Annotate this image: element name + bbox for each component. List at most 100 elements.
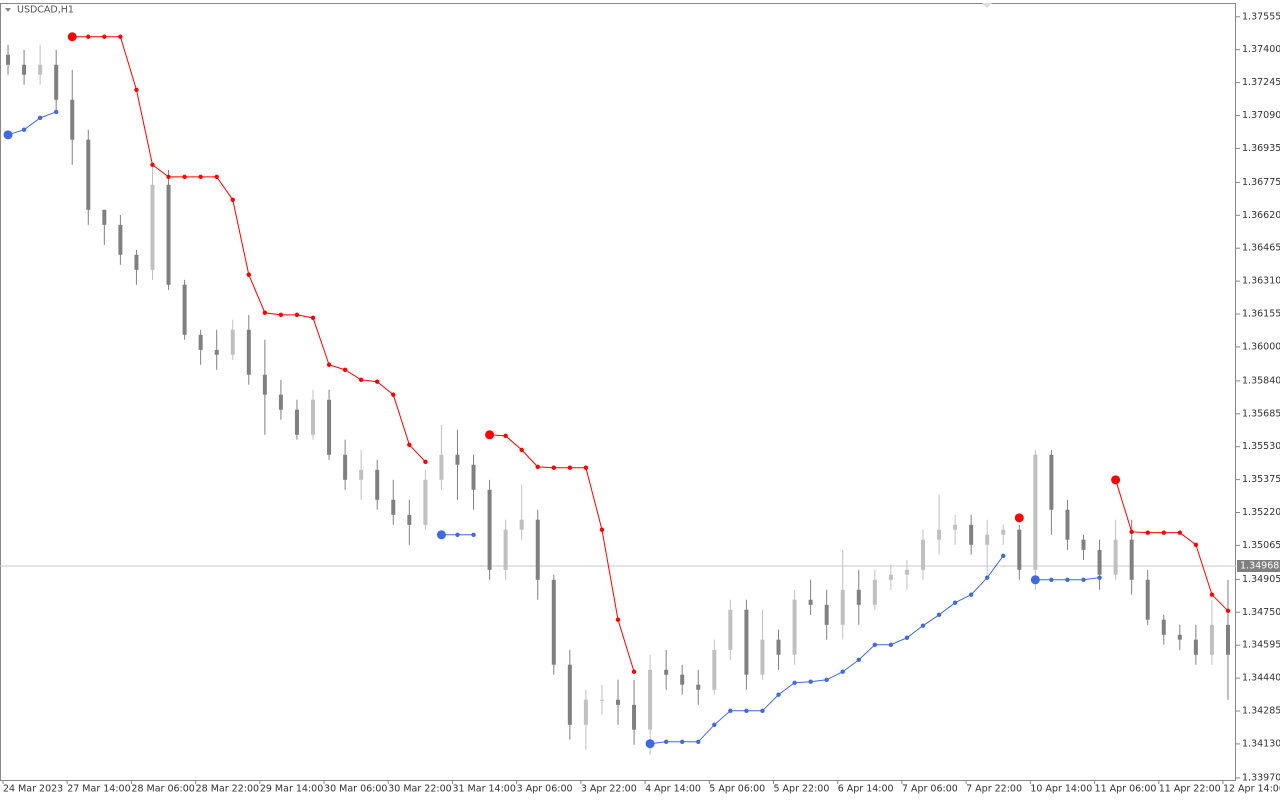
indicator-start-dot — [436, 530, 446, 540]
candle-body — [359, 469, 364, 480]
indicator-dot — [471, 532, 476, 537]
y-tick-label: 1.34750 — [1242, 607, 1280, 618]
candle-body — [519, 519, 524, 530]
candle-body — [278, 394, 283, 410]
indicator-dot — [760, 708, 765, 713]
candle-body — [583, 699, 588, 725]
indicator-dot — [1145, 530, 1150, 535]
indicator-dot — [150, 162, 155, 167]
indicator-dot — [824, 677, 829, 682]
candle-body — [696, 684, 701, 690]
x-tick-label: 27 Mar 14:00 — [67, 784, 130, 795]
candle-body — [102, 209, 107, 225]
indicator-dot — [680, 739, 685, 744]
y-tick-label: 1.37555 — [1242, 11, 1280, 22]
candle-body — [808, 599, 813, 605]
indicator-dot — [310, 315, 316, 321]
candle-body — [888, 574, 893, 580]
indicator-dot — [808, 679, 813, 684]
indicator-dot — [1177, 530, 1183, 535]
indicator-dot — [968, 592, 974, 597]
indicator-start-dot — [1030, 575, 1040, 585]
indicator-start-dot — [1014, 513, 1024, 523]
indicator-dot — [631, 669, 637, 674]
x-tick-label: 5 Apr 22:00 — [773, 784, 829, 795]
indicator-dot — [294, 312, 300, 318]
candle-body — [969, 524, 974, 545]
indicator-dot — [391, 392, 396, 397]
candle-body — [6, 54, 11, 65]
indicator-dot — [134, 87, 139, 93]
candle-body — [760, 639, 765, 675]
candle-body — [792, 599, 797, 655]
indicator-dot — [1209, 592, 1215, 597]
chart-title: USDCAD,H1 — [17, 5, 74, 16]
indicator-dot — [952, 600, 958, 605]
candle-body — [1193, 639, 1198, 655]
candle-body — [1129, 539, 1134, 580]
y-tick-label: 1.34130 — [1242, 738, 1280, 749]
candle-body — [230, 329, 235, 355]
y-tick-label: 1.36310 — [1242, 276, 1280, 287]
y-tick-label: 1.36775 — [1242, 177, 1280, 188]
indicator-dot — [198, 174, 203, 180]
candle-body — [1209, 624, 1214, 655]
indicator-dot — [86, 34, 91, 39]
candle-body — [439, 454, 444, 480]
candle-body — [294, 409, 299, 435]
y-tick-label: 1.37090 — [1242, 110, 1280, 121]
x-tick-label: 12 Apr 14:00 — [1223, 784, 1280, 795]
indicator-dot — [856, 657, 861, 663]
y-tick-label: 1.35530 — [1242, 441, 1280, 452]
x-tick-label: 3 Apr 22:00 — [581, 784, 637, 795]
candle-body — [599, 699, 604, 701]
indicator-dot — [503, 433, 508, 439]
candle-body — [1017, 529, 1022, 570]
indicator-dot — [407, 442, 412, 447]
indicator-dot — [728, 708, 733, 713]
indicator-dot — [984, 575, 990, 580]
indicator-start-dot — [485, 430, 495, 440]
candle-body — [246, 329, 251, 375]
candle-body — [535, 519, 540, 580]
candle-body — [1113, 539, 1118, 575]
indicator-dot — [262, 310, 268, 315]
candle-body — [198, 334, 203, 350]
candle-body — [503, 529, 508, 570]
candle-body — [54, 64, 59, 100]
candle-body — [487, 489, 492, 570]
last-price-box — [1237, 560, 1280, 573]
indicator-dot — [37, 115, 43, 121]
x-tick-label: 28 Mar 22:00 — [196, 784, 259, 795]
candle-body — [86, 139, 91, 210]
y-tick-label: 1.34440 — [1242, 673, 1280, 684]
plot-frame — [0, 3, 1236, 781]
x-tick-label: 30 Mar 06:00 — [324, 784, 387, 795]
candle-body — [1145, 579, 1150, 620]
indicator-dot — [1193, 542, 1199, 547]
y-tick-label: 1.33970 — [1242, 772, 1280, 783]
y-tick-label: 1.37400 — [1242, 44, 1280, 55]
candle-body — [166, 184, 171, 285]
indicator-dot — [840, 669, 845, 674]
y-tick-label: 1.36465 — [1242, 243, 1280, 254]
candle-body — [1081, 539, 1086, 550]
indicator-dot — [904, 635, 910, 640]
candle-body — [118, 224, 123, 255]
candle-body — [1225, 624, 1230, 655]
candle-body — [856, 589, 861, 605]
indicator-dot — [102, 34, 107, 39]
x-tick-label: 7 Apr 22:00 — [966, 784, 1022, 795]
candle-body — [343, 454, 348, 480]
indicator-dot — [118, 34, 123, 39]
candle-body — [776, 639, 781, 655]
indicator-dot — [358, 377, 364, 383]
candle-body — [375, 469, 380, 500]
candle-body — [262, 374, 267, 395]
candle-body — [712, 649, 717, 690]
indicator-dot — [888, 642, 894, 647]
menu-arrow[interactable] — [5, 8, 11, 12]
indicator-start-dot — [67, 32, 77, 42]
candle-body — [423, 479, 428, 525]
candle-body — [38, 64, 43, 75]
